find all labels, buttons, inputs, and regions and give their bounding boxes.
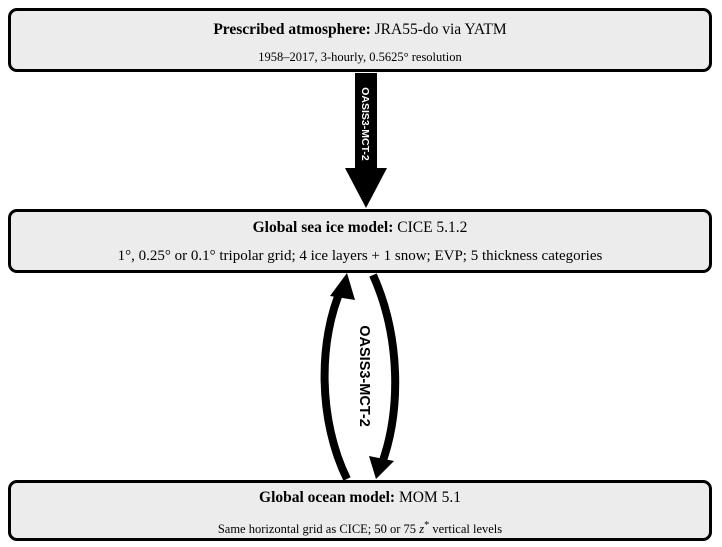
atm-to-ice-arrow-shaft (355, 73, 377, 175)
ocean-details-after: vertical levels (429, 522, 503, 537)
atm-to-ice-coupler-label: OASIS3-MCT-2 (359, 87, 371, 161)
ocean-details: Same horizontal grid as CICE; 50 or 75 z… (11, 517, 709, 538)
sea-ice-box: Global sea ice model: CICE 5.1.2 1°, 0.2… (8, 209, 712, 273)
atmosphere-title-rest: JRA55-do via YATM (370, 21, 507, 38)
sea-ice-title: Global sea ice model: CICE 5.1.2 (11, 219, 709, 237)
atmosphere-details: 1958–2017, 3-hourly, 0.5625° resolution (258, 50, 462, 64)
ocean-details-before: Same horizontal grid as CICE; 50 or 75 (217, 522, 420, 537)
ice-ocean-coupler-label: OASIS3-MCT-2 (356, 325, 372, 427)
ocean-box: Global ocean model: MOM 5.1 Same horizon… (8, 480, 712, 541)
ocean-details-var: z (419, 522, 425, 537)
ocean-to-ice-arrowhead (330, 273, 355, 300)
ice-to-ocean-arrow (369, 273, 400, 468)
atmosphere-box: Prescribed atmosphere: JRA55-do via YATM… (8, 8, 712, 72)
atmosphere-title: Prescribed atmosphere: JRA55-do via YATM (11, 21, 709, 39)
atm-to-ice-arrowhead (345, 168, 387, 208)
ocean-title-bold: Global ocean model: (259, 489, 396, 506)
ocean-title-rest: MOM 5.1 (395, 489, 461, 506)
atmosphere-title-bold: Prescribed atmosphere: (213, 21, 371, 38)
ocean-title: Global ocean model: MOM 5.1 (11, 489, 709, 507)
ocean-to-ice-arrow (320, 285, 351, 481)
ice-to-ocean-arrowhead (369, 456, 394, 479)
sea-ice-details: 1°, 0.25° or 0.1° tripolar grid; 4 ice l… (117, 248, 603, 264)
ocean-details-sup: * (424, 520, 430, 531)
sea-ice-title-rest: CICE 5.1.2 (393, 219, 468, 236)
sea-ice-title-bold: Global sea ice model: (252, 219, 394, 236)
